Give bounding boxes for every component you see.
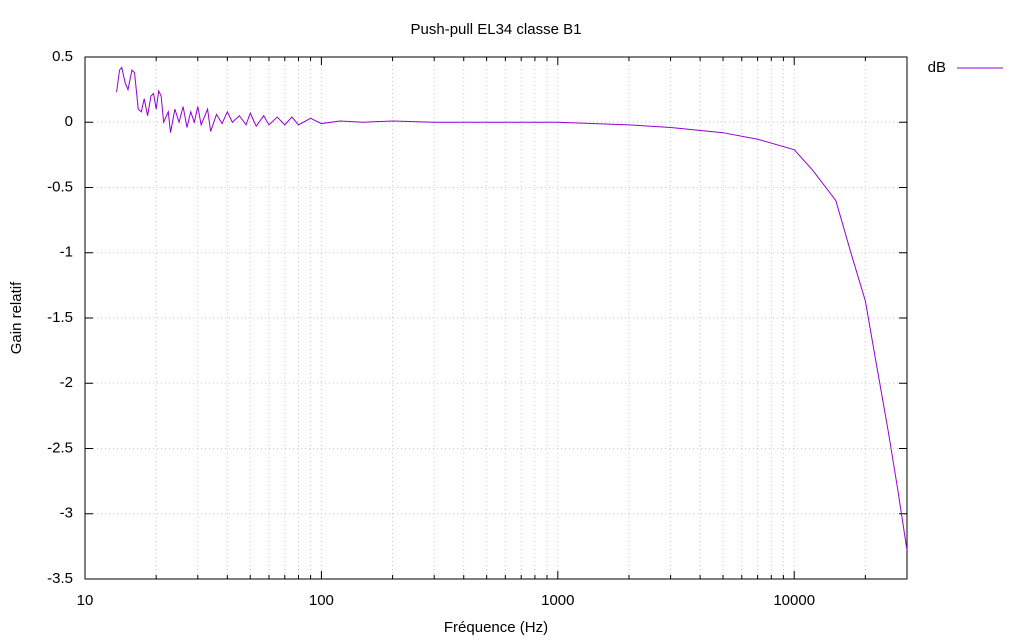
x-tick-label: 1000 (541, 592, 574, 609)
y-tick-label: -3 (60, 505, 73, 522)
x-tick-label: 10 (77, 592, 94, 609)
y-tick-label: 0.5 (52, 48, 73, 65)
y-tick-label: 0 (65, 113, 73, 130)
y-tick-label: -2 (60, 374, 73, 391)
x-tick-label: 10000 (773, 592, 815, 609)
y-tick-label: -1 (60, 244, 73, 261)
y-tick-label: -1.5 (47, 309, 73, 326)
x-axis-label: Fréquence (Hz) (444, 619, 548, 636)
chart-title: Push-pull EL34 classe B1 (411, 21, 582, 38)
legend-label: dB (928, 59, 946, 76)
x-tick-label: 100 (309, 592, 334, 609)
y-tick-label: -0.5 (47, 178, 73, 195)
y-axis-label: Gain relatif (8, 281, 25, 354)
plot-border (84, 56, 908, 580)
y-tick-label: -2.5 (47, 439, 73, 456)
y-tick-label: -3.5 (47, 570, 73, 587)
data-line (116, 66, 908, 551)
